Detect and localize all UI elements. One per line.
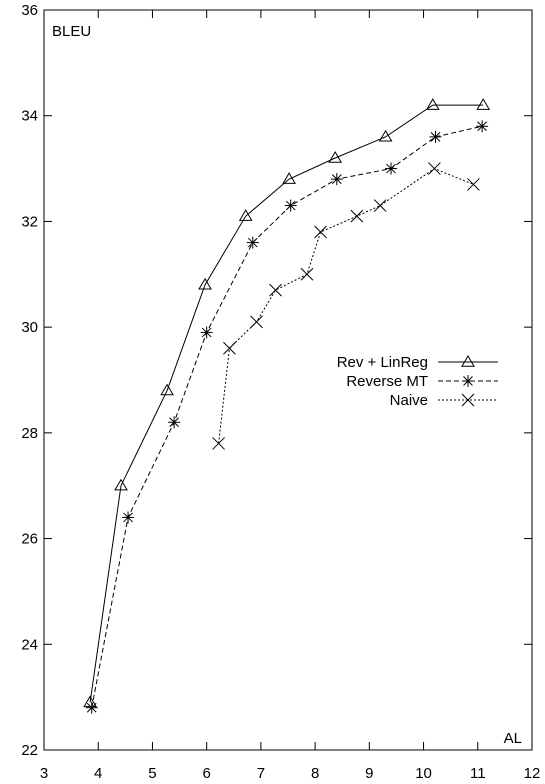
x-stroke xyxy=(250,315,263,329)
plot-frame xyxy=(43,9,533,751)
asterisk-stroke xyxy=(247,237,258,248)
asterisk-stroke xyxy=(86,702,97,713)
legend-marker xyxy=(461,355,475,367)
data-point xyxy=(300,267,314,281)
x-stroke xyxy=(467,178,480,191)
asterisk-stroke xyxy=(123,512,133,523)
data-point xyxy=(373,199,387,212)
legend-label: Naive xyxy=(390,392,428,409)
x-tick-label: 5 xyxy=(148,765,156,782)
x-stroke xyxy=(212,437,225,450)
x-stroke xyxy=(461,393,475,407)
data-point xyxy=(212,437,225,450)
data-point xyxy=(314,225,327,239)
y-tick-label: 22 xyxy=(21,742,38,759)
series-line xyxy=(91,125,483,708)
x-tick-label: 3 xyxy=(40,765,48,782)
legend-label: Reverse MT xyxy=(346,373,428,390)
x-stroke xyxy=(350,209,364,223)
x-tick-label: 11 xyxy=(470,765,486,782)
data-point xyxy=(250,315,263,329)
asterisk-stroke xyxy=(386,163,396,174)
data-point xyxy=(238,209,253,221)
x-tick-label: 12 xyxy=(524,765,541,782)
data-point xyxy=(223,341,236,355)
asterisk-stroke xyxy=(331,174,342,184)
asterisk-stroke xyxy=(201,327,212,338)
data-point xyxy=(168,416,181,429)
asterisk-stroke xyxy=(169,417,179,428)
legend: Rev + LinReg Reverse MT Naive xyxy=(337,354,498,409)
y-tick-label: 26 xyxy=(21,531,38,548)
x-tick-label: 10 xyxy=(415,765,432,782)
asterisk-stroke xyxy=(285,200,296,211)
data-point xyxy=(85,701,98,714)
data-point xyxy=(385,162,398,175)
y-tick-label: 34 xyxy=(21,108,38,125)
asterisk-stroke xyxy=(477,121,487,132)
y-tick-label: 24 xyxy=(21,636,38,653)
data-point xyxy=(378,129,393,142)
y-tick-label: 28 xyxy=(21,425,38,442)
x-stroke xyxy=(428,162,441,175)
data-point xyxy=(429,130,442,143)
data-point xyxy=(350,209,364,223)
data-point xyxy=(428,162,441,175)
data-point xyxy=(284,199,297,212)
x-tick-label: 4 xyxy=(94,765,102,782)
series-2 xyxy=(212,162,480,450)
y-tick-label: 36 xyxy=(21,2,38,19)
series-layer xyxy=(83,98,491,714)
data-point xyxy=(476,98,491,110)
data-point xyxy=(200,326,213,339)
data-point xyxy=(246,236,259,249)
data-point xyxy=(467,178,480,191)
y-axis-title: BLEU xyxy=(52,23,91,40)
asterisk-stroke xyxy=(463,376,473,386)
data-point xyxy=(269,283,282,297)
x-tick-label: 9 xyxy=(365,765,373,782)
series-line xyxy=(218,168,474,444)
x-tick-label: 8 xyxy=(311,765,319,782)
data-point xyxy=(425,98,440,110)
x-stroke xyxy=(373,199,387,212)
data-point xyxy=(160,383,174,396)
legend-marker xyxy=(462,375,474,387)
x-tick-label: 6 xyxy=(202,765,210,782)
data-point xyxy=(114,478,128,491)
x-stroke xyxy=(300,267,314,281)
data-point xyxy=(476,120,489,133)
x-stroke xyxy=(314,225,327,239)
series-line xyxy=(89,104,484,703)
data-point xyxy=(122,511,135,524)
x-tick-label: 7 xyxy=(257,765,265,782)
data-point xyxy=(198,277,212,290)
data-point xyxy=(328,151,343,163)
series-0 xyxy=(83,98,491,708)
y-tick-label: 32 xyxy=(21,213,38,230)
legend-marker xyxy=(461,393,475,407)
data-point xyxy=(282,172,296,184)
x-axis-title: AL xyxy=(504,730,522,747)
x-stroke xyxy=(269,283,282,297)
legend-label: Rev + LinReg xyxy=(337,354,428,371)
series-1 xyxy=(85,120,489,714)
y-tick-label: 30 xyxy=(21,319,38,336)
data-point xyxy=(330,173,343,186)
x-stroke xyxy=(223,341,236,355)
asterisk-stroke xyxy=(430,132,441,142)
